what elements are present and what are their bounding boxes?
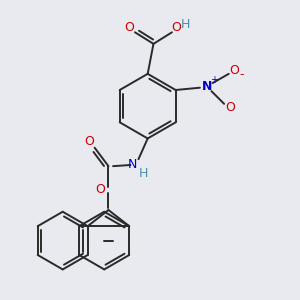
Text: H: H [181, 18, 190, 31]
Text: O: O [124, 21, 134, 34]
Text: O: O [84, 135, 94, 148]
Text: N: N [202, 80, 212, 93]
Text: N: N [128, 158, 137, 172]
Text: O: O [95, 183, 105, 196]
Text: -: - [239, 68, 244, 82]
Text: O: O [172, 21, 182, 34]
Text: O: O [230, 64, 239, 77]
Text: +: + [210, 75, 218, 85]
Text: O: O [225, 101, 235, 114]
Text: H: H [138, 167, 148, 180]
